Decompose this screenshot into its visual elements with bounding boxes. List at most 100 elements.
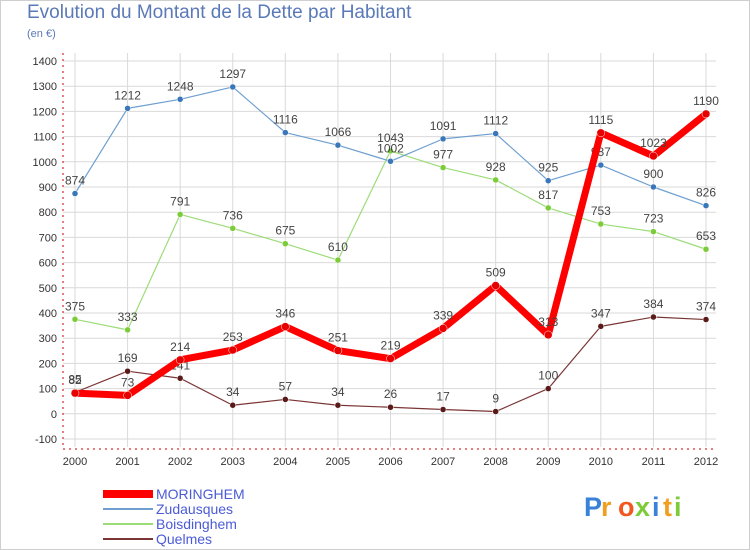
data-point bbox=[491, 281, 500, 290]
data-label: 723 bbox=[643, 212, 663, 226]
data-point bbox=[492, 176, 499, 184]
data-label: 1297 bbox=[219, 67, 246, 81]
logo-letter: i bbox=[652, 492, 660, 522]
x-tick-label: 2008 bbox=[483, 456, 507, 468]
logo-letter: i bbox=[674, 492, 682, 522]
data-label: 169 bbox=[118, 351, 138, 365]
x-tick-label: 2004 bbox=[273, 456, 297, 468]
data-label: 1002 bbox=[377, 141, 404, 155]
data-point bbox=[334, 256, 342, 264]
data-label: 100 bbox=[538, 369, 558, 383]
x-tick-label: 2001 bbox=[115, 456, 139, 468]
data-label: 26 bbox=[384, 387, 398, 401]
data-label: 57 bbox=[279, 379, 293, 393]
data-point bbox=[596, 128, 606, 138]
data-point bbox=[545, 177, 552, 184]
x-tick-label: 2010 bbox=[589, 456, 613, 468]
data-label: 82 bbox=[68, 373, 82, 387]
logo-letter: t bbox=[663, 492, 672, 522]
data-point bbox=[702, 245, 710, 253]
data-label: 736 bbox=[223, 208, 243, 222]
data-label: 1115 bbox=[588, 113, 613, 127]
chart-subtitle: (en €) bbox=[27, 28, 56, 40]
data-label: 610 bbox=[328, 240, 348, 254]
data-point bbox=[701, 109, 711, 119]
x-tick-label: 2006 bbox=[378, 456, 402, 468]
data-label: 339 bbox=[433, 308, 453, 322]
data-label: 253 bbox=[223, 330, 243, 344]
data-label: 214 bbox=[170, 340, 190, 354]
legend-label-zudausques: Zudausques bbox=[156, 501, 233, 517]
data-point bbox=[282, 240, 289, 247]
data-point bbox=[229, 401, 236, 409]
data-label: 1023 bbox=[640, 136, 667, 150]
y-tick-label: 600 bbox=[39, 258, 57, 270]
data-label: 817 bbox=[538, 188, 558, 202]
data-label: 509 bbox=[486, 266, 506, 280]
data-point bbox=[124, 105, 131, 112]
data-label: 653 bbox=[696, 229, 716, 243]
y-tick-label: 500 bbox=[39, 283, 57, 295]
data-point bbox=[597, 323, 605, 330]
x-tick-label: 2011 bbox=[642, 456, 666, 468]
data-point bbox=[229, 83, 236, 91]
data-label: 347 bbox=[591, 306, 611, 320]
logo-letter: x bbox=[635, 492, 650, 522]
data-label: 251 bbox=[328, 331, 348, 345]
data-label: 374 bbox=[696, 300, 716, 314]
logo-letter: o bbox=[618, 492, 635, 522]
y-tick-label: 1100 bbox=[33, 132, 57, 144]
data-label: 900 bbox=[643, 167, 663, 181]
y-tick-label: 0 bbox=[51, 409, 57, 421]
x-tick-label: 2009 bbox=[536, 456, 560, 468]
data-point bbox=[439, 135, 447, 143]
data-point bbox=[650, 313, 657, 321]
data-point bbox=[438, 324, 448, 333]
y-tick-label: 200 bbox=[39, 358, 57, 370]
logo-letter: r bbox=[601, 492, 612, 522]
y-tick-label: 300 bbox=[39, 333, 57, 345]
data-label: 874 bbox=[65, 174, 85, 188]
data-point bbox=[71, 316, 79, 323]
legend-label-quelmes: Quelmes bbox=[156, 531, 212, 547]
y-tick-label: 700 bbox=[39, 232, 57, 244]
data-label: 9 bbox=[492, 392, 499, 406]
data-point bbox=[597, 161, 605, 169]
data-label: 1212 bbox=[114, 88, 141, 102]
data-label: 928 bbox=[486, 160, 506, 174]
data-point bbox=[176, 375, 184, 382]
data-point bbox=[492, 130, 499, 137]
data-point bbox=[387, 147, 394, 155]
x-tick-label: 2000 bbox=[63, 456, 87, 468]
data-point bbox=[545, 385, 552, 392]
data-point bbox=[649, 151, 658, 161]
data-point bbox=[282, 396, 289, 403]
data-point bbox=[650, 183, 657, 191]
data-point bbox=[70, 388, 80, 398]
data-point bbox=[439, 406, 447, 413]
data-point bbox=[545, 204, 552, 212]
data-point bbox=[650, 228, 657, 235]
data-point bbox=[333, 346, 343, 355]
data-point bbox=[176, 96, 184, 103]
data-label: 73 bbox=[121, 375, 135, 389]
data-label: 85 bbox=[68, 372, 82, 386]
x-tick-label: 2003 bbox=[221, 456, 245, 468]
data-label: 1112 bbox=[483, 114, 508, 128]
logo-letter: P bbox=[584, 492, 602, 522]
legend-label-moringhem: MORINGHEM bbox=[156, 486, 245, 502]
y-tick-label: 100 bbox=[39, 384, 57, 396]
data-label: 1190 bbox=[693, 94, 719, 108]
data-label: 17 bbox=[436, 390, 450, 404]
data-label: 791 bbox=[170, 194, 190, 208]
data-point bbox=[123, 391, 132, 400]
data-point bbox=[124, 367, 131, 375]
data-label: 375 bbox=[65, 299, 85, 313]
data-point bbox=[439, 164, 447, 171]
y-tick-label: 1000 bbox=[33, 157, 57, 169]
data-label: 977 bbox=[433, 148, 453, 162]
data-point bbox=[387, 158, 394, 165]
data-label: 1043 bbox=[377, 131, 404, 145]
